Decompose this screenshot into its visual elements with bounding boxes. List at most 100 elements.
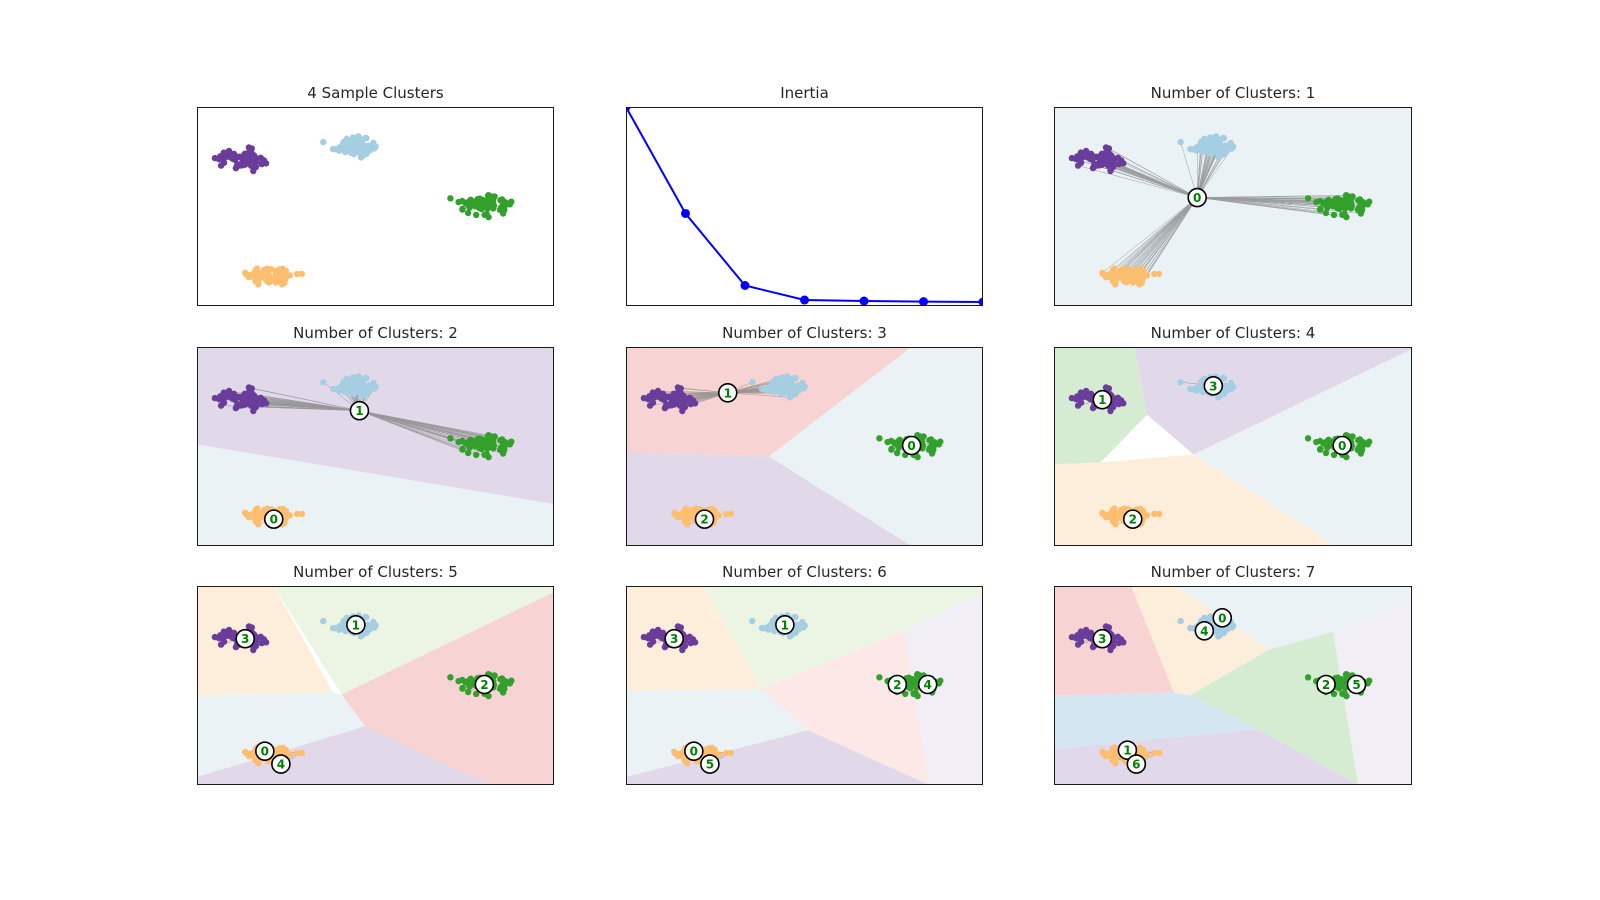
centroid-marker: 1 xyxy=(717,382,738,403)
data-point xyxy=(787,378,794,386)
data-point xyxy=(250,154,258,161)
data-point xyxy=(362,374,369,382)
data-point xyxy=(464,449,472,457)
data-point xyxy=(320,378,327,386)
data-point xyxy=(1112,760,1119,767)
data-point xyxy=(1210,137,1217,144)
centroid-marker: 3 xyxy=(664,628,684,649)
data-point xyxy=(237,161,244,169)
data-point xyxy=(931,439,938,446)
data-point xyxy=(1215,138,1223,146)
centroid-marker: 6 xyxy=(1126,754,1147,774)
data-point xyxy=(888,446,895,453)
data-point xyxy=(490,442,498,449)
data-point xyxy=(1348,202,1355,209)
data-point xyxy=(686,394,693,401)
data-point xyxy=(1090,154,1097,162)
data-point xyxy=(1110,509,1118,516)
data-point xyxy=(1105,513,1112,520)
panel-title: Number of Clusters: 2 xyxy=(293,324,458,342)
centroid-marker: 0 xyxy=(1332,435,1352,456)
data-point xyxy=(272,267,279,275)
centroid-marker: 3 xyxy=(1092,628,1113,649)
data-point xyxy=(272,279,279,286)
centroid-label: 2 xyxy=(700,513,708,527)
data-point xyxy=(473,690,480,698)
data-point xyxy=(1078,390,1086,397)
data-point xyxy=(1102,149,1109,156)
data-point xyxy=(1177,617,1184,625)
panel-clusters-3: Number of Clusters: 3 0 1 2 xyxy=(626,324,983,546)
data-point xyxy=(237,401,244,409)
panel-clusters-7: Number of Clusters: 7 0 1 2 3 4 5 6 xyxy=(1054,563,1412,785)
data-point xyxy=(352,377,360,384)
data-point xyxy=(749,617,756,625)
data-point xyxy=(459,446,466,453)
data-point xyxy=(680,400,687,407)
data-point xyxy=(499,210,507,217)
data-point xyxy=(1230,622,1237,629)
data-point xyxy=(801,622,808,629)
decision-region xyxy=(626,688,809,777)
decision-region xyxy=(273,586,554,695)
data-point xyxy=(278,271,286,278)
data-point xyxy=(893,449,901,457)
data-point xyxy=(464,688,472,696)
data-point xyxy=(499,450,507,457)
data-point xyxy=(499,689,507,696)
data-point xyxy=(1078,629,1086,636)
data-point xyxy=(727,510,735,518)
data-point xyxy=(485,192,492,200)
cluster-plot: 0 xyxy=(1054,107,1412,306)
data-point xyxy=(1077,638,1085,645)
data-point xyxy=(876,435,883,442)
data-point xyxy=(1357,450,1365,457)
cluster-points-green xyxy=(1304,192,1373,221)
data-point xyxy=(644,396,652,403)
data-point xyxy=(1084,154,1091,161)
data-point xyxy=(1338,198,1346,205)
panel-title: Number of Clusters: 3 xyxy=(722,324,887,342)
cluster-points-light-blue xyxy=(1177,133,1237,161)
inertia-point xyxy=(919,297,928,306)
data-point xyxy=(347,384,354,391)
inertia-point xyxy=(978,297,983,306)
data-point xyxy=(650,390,658,397)
data-point xyxy=(674,623,682,630)
data-point xyxy=(1142,272,1149,279)
data-point xyxy=(1230,143,1237,150)
data-point xyxy=(722,510,730,518)
data-point xyxy=(257,633,264,640)
data-point xyxy=(245,144,253,151)
data-point xyxy=(238,393,245,400)
data-point xyxy=(362,613,369,621)
cluster-points-orange xyxy=(1099,265,1163,288)
data-point xyxy=(656,633,663,640)
decision-region xyxy=(341,592,554,785)
centroid-label: 0 xyxy=(690,745,698,759)
data-point xyxy=(1304,674,1312,681)
data-point xyxy=(483,450,490,458)
data-point xyxy=(491,433,498,440)
data-point xyxy=(481,438,488,445)
data-point xyxy=(1078,150,1086,157)
data-point xyxy=(1319,439,1327,447)
data-point xyxy=(1114,633,1122,640)
data-point xyxy=(447,435,454,442)
data-point xyxy=(473,451,480,459)
data-point xyxy=(1219,148,1226,155)
axes-frame xyxy=(1054,107,1412,306)
data-point xyxy=(336,384,343,391)
cluster-points-green xyxy=(447,192,515,221)
centroid-label: 6 xyxy=(1132,758,1140,772)
cluster-plot: 0 1 2 xyxy=(626,347,983,546)
centroid-label: 1 xyxy=(781,618,789,632)
inertia-point xyxy=(800,295,809,305)
panel-title: Number of Clusters: 1 xyxy=(1150,84,1316,102)
data-point xyxy=(677,513,684,520)
data-point xyxy=(478,202,485,210)
decision-region xyxy=(626,347,912,457)
panel-clusters-6: Number of Clusters: 6 0 1 2 3 4 5 xyxy=(626,563,983,785)
data-point xyxy=(1357,210,1365,217)
data-point xyxy=(462,678,469,686)
